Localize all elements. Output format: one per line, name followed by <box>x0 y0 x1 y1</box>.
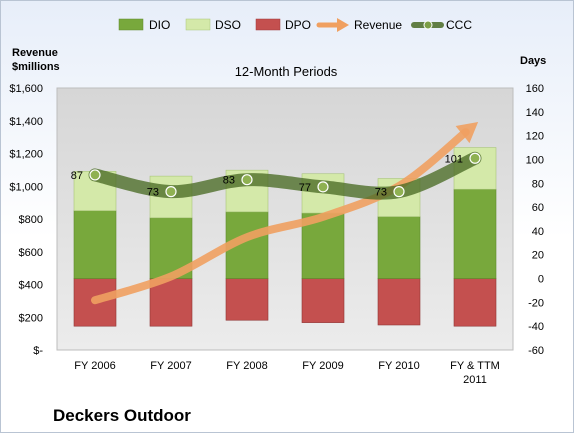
company-name: Deckers Outdoor <box>53 406 191 425</box>
right-tick-label: 140 <box>526 107 544 119</box>
bar-dpo <box>301 278 345 323</box>
left-tick-label: $1,600 <box>9 83 43 95</box>
x-axis: FY 2006 FY 2007 FY 2008 FY 2009 FY 2010 FY & … <box>74 360 500 386</box>
x-tick-label: FY 2008 <box>226 360 267 372</box>
chart-title: 12-Month Periods <box>235 64 338 79</box>
revenue-line <box>91 128 470 305</box>
left-axis-label-line2: $millions <box>12 61 60 73</box>
ccc-data-label: 73 <box>147 187 159 199</box>
bar-dpo <box>377 278 421 326</box>
lines-layer: 87 73 83 77 73 101 <box>71 121 482 305</box>
x-tick-label: FY & TTM 2011 <box>450 360 500 386</box>
legend-item-revenue: Revenue <box>316 18 402 32</box>
bar-dio <box>377 216 421 279</box>
right-tick-label: -40 <box>528 321 544 333</box>
x-tick-label: FY 2009 <box>302 360 343 372</box>
legend-label-dio: DIO <box>149 18 170 32</box>
right-tick-label: 100 <box>526 154 544 166</box>
ccc-point <box>469 152 481 164</box>
ccc-point <box>241 174 253 186</box>
x-tick-label: FY 2010 <box>378 360 419 372</box>
bar-dio <box>453 188 497 279</box>
right-tick-label: -20 <box>528 297 544 309</box>
right-tick-label: 120 <box>526 131 544 143</box>
ccc-data-label: 73 <box>375 187 387 199</box>
bar-dpo <box>225 278 269 321</box>
legend-item-dpo: DPO <box>255 18 311 32</box>
revenue-arrowhead <box>455 121 479 144</box>
legend-label-ccc: CCC <box>446 18 472 32</box>
right-tick-label: -60 <box>528 345 544 357</box>
plot-area <box>56 87 514 351</box>
left-tick-label: $1,400 <box>9 116 43 128</box>
bar-dio <box>73 210 117 279</box>
ccc-line <box>88 151 482 200</box>
bar-dpo <box>453 278 497 327</box>
bar-dpo <box>149 278 193 327</box>
right-tick-label: 160 <box>526 83 544 95</box>
right-axis-label: Days <box>520 55 546 67</box>
legend-label-dpo: DPO <box>285 18 311 32</box>
left-tick-label: $800 <box>19 214 43 226</box>
ccc-data-label: 87 <box>71 170 83 182</box>
left-tick-label: $400 <box>19 280 43 292</box>
right-tick-label: 40 <box>532 226 544 238</box>
right-tick-label: 20 <box>532 250 544 262</box>
ccc-point <box>165 186 177 198</box>
ccc-data-label: 101 <box>445 153 463 165</box>
left-tick-label: $- <box>33 345 43 357</box>
x-tick-label: FY 2007 <box>150 360 191 372</box>
ccc-data-label: 83 <box>223 175 235 187</box>
legend-label-revenue: Revenue <box>354 18 402 32</box>
right-tick-label: 60 <box>532 202 544 214</box>
left-tick-label: $600 <box>19 247 43 259</box>
ccc-point <box>89 169 101 181</box>
ccc-data-label: 77 <box>299 182 311 194</box>
legend-label-dso: DSO <box>215 18 241 32</box>
left-tick-label: $200 <box>19 312 43 324</box>
legend-item-ccc: CCC <box>411 18 472 32</box>
right-tick-label: 0 <box>538 274 544 286</box>
ccc-point <box>317 181 329 193</box>
right-tick-label: 80 <box>532 178 544 190</box>
legend-item-dio: DIO <box>118 18 170 32</box>
left-tick-label: $1,200 <box>9 149 43 161</box>
left-axis: $- $200 $400 $600 $800 $1,000 $1,200 $1,400 $1,6… <box>9 83 43 357</box>
ccc-point <box>393 186 405 198</box>
bar-dio <box>149 217 193 279</box>
left-axis-label-line1: Revenue <box>12 47 58 59</box>
legend-item-dso: DSO <box>185 18 241 32</box>
legend: DIO DSO DPO Revenue CCC <box>118 18 472 32</box>
left-tick-label: $1,000 <box>9 181 43 193</box>
right-axis: -60 -40 -20 0 20 40 60 80 100 120 140 160 <box>526 83 544 357</box>
x-tick-label: FY 2006 <box>74 360 115 372</box>
